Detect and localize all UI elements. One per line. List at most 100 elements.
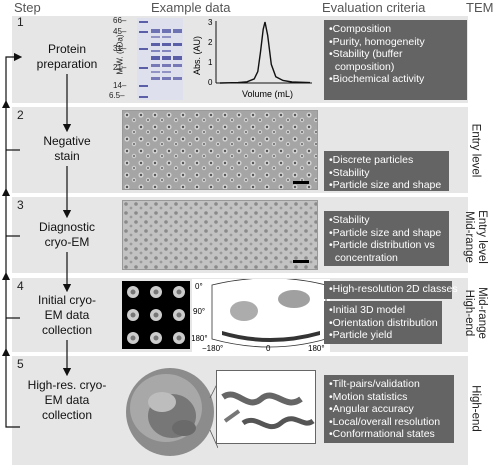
class-average-grid (127, 286, 185, 344)
chromatogram-series-line (219, 21, 311, 84)
criterion-text: •Motion statistics (329, 390, 408, 403)
step-label-line: preparation (36, 57, 98, 71)
gel-image (137, 18, 183, 100)
criterion-text: concentration (329, 251, 398, 264)
criteria-box-4b: •Initial 3D model •Orientation distribut… (324, 301, 442, 344)
gel-marker-6.5: 6.5– (109, 91, 125, 100)
criterion-text: •Discrete particles (329, 154, 414, 166)
gel-marker-66: 66– (113, 16, 127, 25)
tem-label-text: High-end (463, 289, 475, 337)
sds-page-gel: M.W. (kDa) 66– 45– 31– 21– 14– 6.5– (109, 16, 184, 100)
gel-marker-14: 14– (113, 81, 127, 90)
tem-label-text: High-end (469, 385, 482, 432)
step-label-initial-cryo-em: Initial cryo- EM data collection (20, 293, 114, 338)
orientation-xtick: 0 (266, 344, 271, 353)
criterion-text: •Orientation distribution (329, 316, 438, 329)
step-label-high-res-cryo-em: High-res. cryo- EM data collection (16, 378, 118, 423)
header-step: Step (14, 0, 41, 15)
tem-label-high-end: High-end (469, 374, 482, 444)
step-label-negative-stain: Negative stain (24, 134, 110, 164)
criterion-text: •Particle distribution vs (329, 239, 435, 251)
tem-label-entry-mid: Entry level Mid-range (462, 202, 488, 272)
feedback-arrowhead (2, 188, 10, 196)
step-label-line: EM data (44, 308, 90, 322)
chromatogram-ytick: 0 (208, 78, 213, 87)
row-2-number: 2 (17, 108, 24, 122)
criteria-box-2: •Discrete particles •Stability •Particle… (324, 151, 449, 191)
row-5-number: 5 (17, 357, 24, 371)
chromatogram-ytick: 1 (208, 58, 213, 67)
criterion-text: •Conformational states (329, 428, 435, 440)
criterion-text: •Particle size and shape (329, 226, 442, 239)
header-example-data: Example data (151, 0, 231, 15)
criterion-text: •Angular accuracy (329, 403, 414, 415)
step-label-line: stain (54, 149, 80, 163)
gel-marker-21: 21– (113, 63, 127, 72)
step-label-line: EM data (44, 393, 90, 407)
density-zoom-inset (216, 370, 316, 444)
criterion-text: •Stability (329, 214, 370, 226)
chromatogram-ytick: 3 (208, 18, 213, 27)
2d-class-averages (122, 281, 190, 349)
orientation-xtick: −180° (202, 344, 223, 353)
tem-label-text: Mid-range (476, 287, 488, 339)
criterion-text: •Particle yield (329, 329, 393, 341)
criterion-text: •Biochemical activity (329, 73, 425, 85)
step-label-diagnostic-cryo-em: Diagnostic cryo-EM (24, 220, 110, 250)
criterion-text: •Purity, homogeneity (329, 35, 425, 48)
scale-bar (293, 181, 309, 184)
row-3-number: 3 (17, 198, 24, 212)
criterion-text: •Initial 3D model (329, 304, 406, 316)
criterion-text: •Local/overall resolution (329, 415, 441, 428)
diagnostic-cryo-em-micrograph (122, 200, 318, 270)
chromatogram-xlabel: Volume (mL) (242, 89, 293, 99)
step-label-line: Initial cryo- (37, 293, 96, 307)
orientation-ytick: 90° (193, 307, 205, 316)
criterion-text: •Stability (buffer (329, 48, 403, 60)
criterion-text: •Particle size and shape (329, 179, 442, 191)
cryo-em-texture (123, 201, 317, 269)
tem-label-text: Entry level (469, 123, 482, 178)
step-label-line: cryo-EM (44, 235, 90, 249)
chromatogram-plot: Abs. (AU) 3 2 1 0 Volume (mL) (192, 18, 312, 99)
gel-marker-31: 31– (113, 44, 127, 53)
negative-stain-texture (123, 111, 317, 189)
step-label-protein-preparation: Protein preparation (24, 42, 110, 72)
step-label-line: High-res. cryo- (27, 378, 107, 392)
orientation-xtick: 180° (308, 344, 325, 353)
orientation-distribution-plot: 0° 90° 180° −180° 0 180° (192, 279, 330, 353)
header-evaluation-criteria: Evaluation criteria (322, 0, 426, 15)
orientation-ytick: 180° (192, 334, 208, 343)
scale-bar (293, 260, 309, 263)
criterion-text: composition) (329, 60, 395, 73)
orientation-ytick: 0° (195, 282, 203, 291)
chromatogram-ylabel: Abs. (AU) (192, 36, 202, 75)
gel-marker-45: 45– (113, 27, 127, 36)
orientation-points (222, 290, 320, 342)
step-label-line: Negative (43, 134, 91, 148)
step-label-line: Protein (47, 42, 87, 56)
criteria-box-3: •Stability •Particle size and shape •Par… (324, 211, 449, 266)
feedback-arrowhead (2, 100, 10, 108)
criterion-text: •Stability (329, 166, 370, 179)
criteria-box-1: •Composition •Purity, homogeneity •Stabi… (324, 20, 467, 100)
tem-label-text: Entry level (476, 210, 488, 264)
negative-stain-micrograph (122, 110, 318, 190)
step-label-line: collection (41, 408, 93, 422)
criteria-box-4a: •High-resolution 2D classes (324, 281, 458, 299)
tem-label-entry-level: Entry level (469, 116, 482, 186)
feedback-arrowhead (2, 348, 10, 356)
criterion-text: •Tilt-pairs/validation (329, 378, 420, 390)
zoom-connector (209, 429, 218, 449)
helix-density (221, 391, 315, 430)
step-label-line: collection (41, 323, 93, 337)
criterion-text: •Composition (329, 23, 392, 35)
header-tem: TEM (466, 0, 494, 15)
criterion-text: •High-resolution 2D classes (329, 283, 458, 295)
step-label-line: Diagnostic (38, 220, 96, 234)
row-4-number: 4 (17, 279, 24, 293)
tem-label-text: Mid-range (463, 211, 475, 263)
chromatogram-ytick: 2 (208, 38, 213, 47)
row-1-number: 1 (17, 15, 24, 29)
tem-label-mid-high: Mid-range High-end (462, 278, 488, 348)
